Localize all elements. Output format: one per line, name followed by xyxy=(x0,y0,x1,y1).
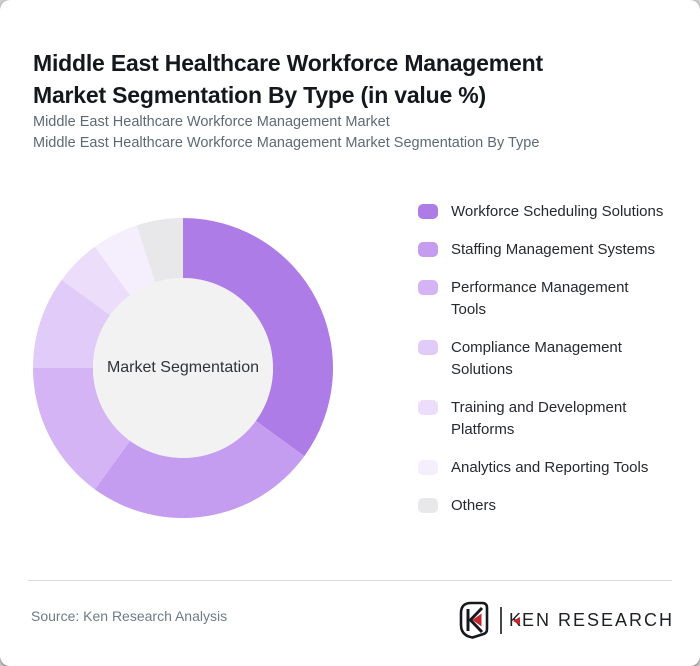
legend-swatch-icon xyxy=(418,460,438,475)
donut-slice-workforce-scheduling-solutions[interactable] xyxy=(183,218,333,457)
legend-item-label: Performance Management Tools xyxy=(451,279,629,318)
donut-slice-performance-management-tools[interactable] xyxy=(33,368,131,490)
legend-item-label: Others xyxy=(451,497,497,514)
legend-item-compliance-management-solutions[interactable]: Compliance Management Solutions xyxy=(418,337,676,381)
subtitle-line-1: Middle East Healthcare Workforce Managem… xyxy=(33,114,390,130)
legend-item-performance-management-tools[interactable]: Performance Management Tools xyxy=(418,277,676,321)
donut-slice-analytics-and-reporting-tools[interactable] xyxy=(94,225,156,296)
logo-red-arrow-icon xyxy=(512,616,520,625)
legend-item-label: Analytics and Reporting Tools xyxy=(451,459,649,476)
legend-swatch-icon xyxy=(418,340,438,355)
donut-slice-compliance-management-solutions[interactable] xyxy=(33,279,111,368)
donut-chart: Market Segmentation xyxy=(33,218,333,518)
logo-rest-letters: EN RESEARCH xyxy=(521,609,674,630)
ken-research-shield-icon xyxy=(459,601,489,639)
page-title: Middle East Healthcare Workforce Managem… xyxy=(33,50,543,109)
ken-research-logo: KEN RESEARCH xyxy=(457,599,674,641)
legend-item-analytics-and-reporting-tools[interactable]: Analytics and Reporting Tools xyxy=(418,457,676,479)
legend-item-staffing-management-systems[interactable]: Staffing Management Systems xyxy=(418,239,676,261)
legend-item-label: Staffing Management Systems xyxy=(451,241,655,258)
logo-wordmark: KEN RESEARCH xyxy=(509,610,674,631)
legend-item-training-and-development-platforms[interactable]: Training and Development Platforms xyxy=(418,397,676,441)
legend-item-workforce-scheduling-solutions[interactable]: Workforce Scheduling Solutions xyxy=(418,201,676,223)
chart-legend: Workforce Scheduling Solutions Staffing M… xyxy=(418,201,676,533)
legend-swatch-icon xyxy=(418,498,438,513)
source-text: Source: Ken Research Analysis xyxy=(31,608,228,624)
legend-item-label: Workforce Scheduling Solutions xyxy=(451,203,664,220)
donut-slice-training-and-development-platforms[interactable] xyxy=(61,246,131,316)
subtitle-line-2: Middle East Healthcare Workforce Managem… xyxy=(33,135,540,151)
donut-slice-staffing-management-systems[interactable] xyxy=(94,420,305,518)
legend-item-others[interactable]: Others xyxy=(418,495,676,517)
legend-swatch-icon xyxy=(418,400,438,415)
donut-center-circle xyxy=(93,278,273,458)
legend-swatch-icon xyxy=(418,204,438,219)
legend-swatch-icon xyxy=(418,280,438,295)
legend-item-label: Training and Development Platforms xyxy=(451,399,627,438)
legend-item-label: Compliance Management Solutions xyxy=(451,339,622,378)
footer-divider xyxy=(28,580,672,581)
logo-separator xyxy=(499,606,502,634)
donut-slice-others[interactable] xyxy=(136,218,183,283)
legend-swatch-icon xyxy=(418,242,438,257)
chart-subtitle: Middle East Healthcare Workforce Managem… xyxy=(33,112,539,154)
donut-chart-svg xyxy=(33,218,333,518)
